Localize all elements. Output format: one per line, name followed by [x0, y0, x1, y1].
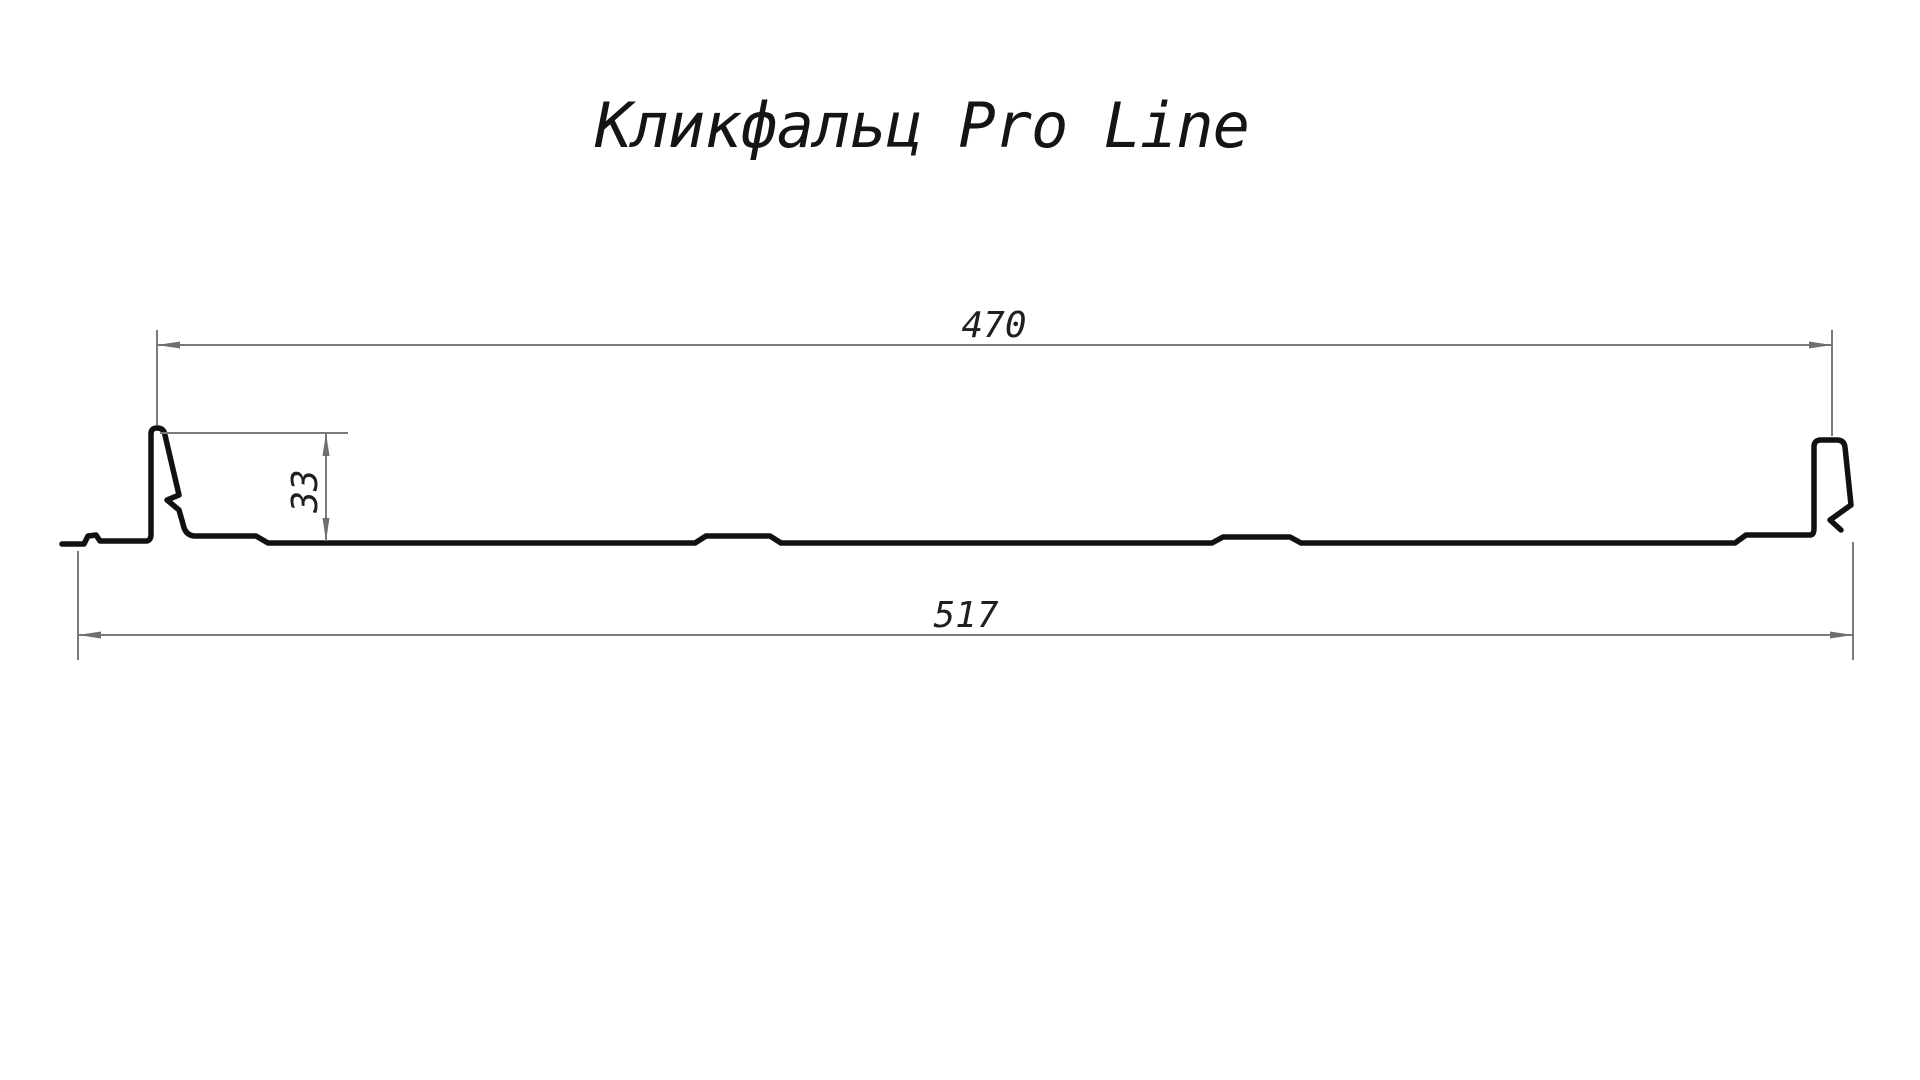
drawing-title: Кликфальц Pro Line: [594, 89, 1249, 162]
arrowhead-top: [322, 433, 330, 456]
dimension-total-width: 517: [77, 542, 1854, 660]
arrowhead-right: [1830, 631, 1853, 639]
dimension-label-total-width: 517: [933, 595, 998, 636]
arrowhead-left: [157, 341, 180, 349]
arrowhead-bottom: [322, 518, 330, 541]
panel-profile-outline: [59, 425, 1854, 547]
dimension-label-cover-width: 470: [961, 305, 1026, 346]
arrowhead-left: [78, 631, 101, 639]
arrowhead-right: [1809, 341, 1832, 349]
panel-profile: [59, 425, 1854, 547]
dimension-label-seam-height: 33: [285, 469, 326, 513]
dimension-cover-width: 470: [156, 305, 1833, 436]
dimension-seam-height: 33: [160, 432, 348, 541]
